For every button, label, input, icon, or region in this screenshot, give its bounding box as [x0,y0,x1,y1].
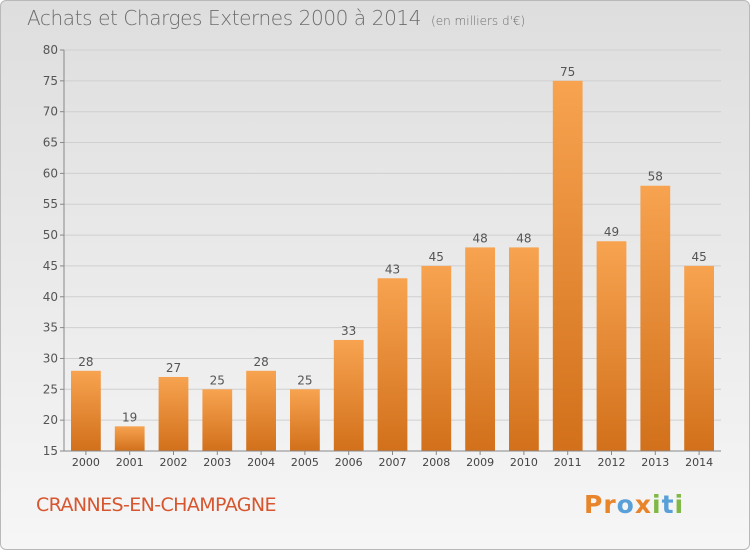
bar [465,247,495,451]
x-tick-label: 2000 [72,456,100,469]
value-label: 28 [78,355,93,369]
chart-title: Achats et Charges Externes 2000 à 2014 [27,6,422,30]
y-tick-label: 15 [43,444,58,458]
y-axis-ticks: 15 20 25 30 35 40 45 50 55 60 65 70 75 80 [43,43,64,458]
logo-letter: i [674,490,685,519]
logo-letter: x [634,490,652,519]
bar [552,80,583,451]
bar [640,185,671,451]
x-axis-ticks: 2000 2001 2002 2003 2004 2005 2006 2007 2008 2009… [72,451,713,469]
value-label: 28 [253,355,268,369]
commune-name: CRANNES-EN-CHAMPAGNE [36,494,277,516]
value-label: 75 [560,65,575,79]
logo-letter: i [652,490,662,519]
bar [246,370,276,451]
x-tick-label: 2007 [379,456,407,469]
bar [596,241,627,451]
y-tick-label: 70 [43,105,58,119]
value-label: 48 [516,231,531,245]
value-label: 48 [472,231,487,245]
y-tick-label: 35 [43,321,58,335]
x-tick-label: 2002 [160,456,188,469]
logo-letter: t [661,490,675,519]
bar [158,376,189,451]
value-label: 19 [122,410,137,424]
x-tick-label: 2013 [641,456,669,469]
logo-letter: r [603,490,617,519]
bar [202,389,233,451]
y-tick-label: 20 [43,413,58,427]
x-tick-label: 2001 [116,456,144,469]
chart-title-block: Achats et Charges Externes 2000 à 2014 (e… [27,6,525,30]
bar [71,370,101,451]
x-tick-label: 2006 [335,456,363,469]
x-tick-label: 2014 [685,456,713,469]
value-label: 45 [429,250,444,264]
x-tick-label: 2012 [598,456,626,469]
y-tick-label: 45 [43,259,58,273]
bar [684,265,714,451]
value-label: 58 [648,170,663,184]
value-label: 27 [166,361,181,375]
bar [509,247,539,451]
x-tick-label: 2005 [291,456,319,469]
logo-letter: P [584,490,604,519]
bars [71,80,714,451]
bar [290,389,320,451]
value-label: 43 [385,262,400,276]
bar [377,278,408,451]
value-label: 25 [297,373,312,387]
x-tick-label: 2009 [466,456,494,469]
y-tick-label: 50 [43,228,58,242]
x-tick-label: 2011 [554,456,582,469]
proxiti-logo: Proxiti [584,490,684,519]
x-tick-label: 2003 [203,456,231,469]
x-tick-label: 2004 [247,456,275,469]
y-tick-label: 80 [43,43,58,57]
x-tick-label: 2008 [422,456,450,469]
value-label: 45 [691,250,706,264]
y-tick-label: 30 [43,351,58,365]
bar [333,339,364,451]
logo-letter: o [616,490,635,519]
value-label: 33 [341,324,356,338]
chart-subtitle: (en milliers d'€) [431,14,526,28]
y-tick-label: 40 [43,290,58,304]
bar [421,265,452,451]
value-label: 49 [604,225,619,239]
y-tick-label: 55 [43,197,58,211]
value-labels: 28 19 27 25 28 25 33 43 45 48 48 75 49 58 45 [78,65,706,424]
value-label: 25 [210,373,225,387]
bar [114,426,145,451]
x-tick-label: 2010 [510,456,538,469]
y-tick-label: 25 [43,382,58,396]
y-tick-label: 75 [43,74,58,88]
y-tick-label: 60 [43,166,58,180]
y-tick-label: 65 [43,136,58,150]
